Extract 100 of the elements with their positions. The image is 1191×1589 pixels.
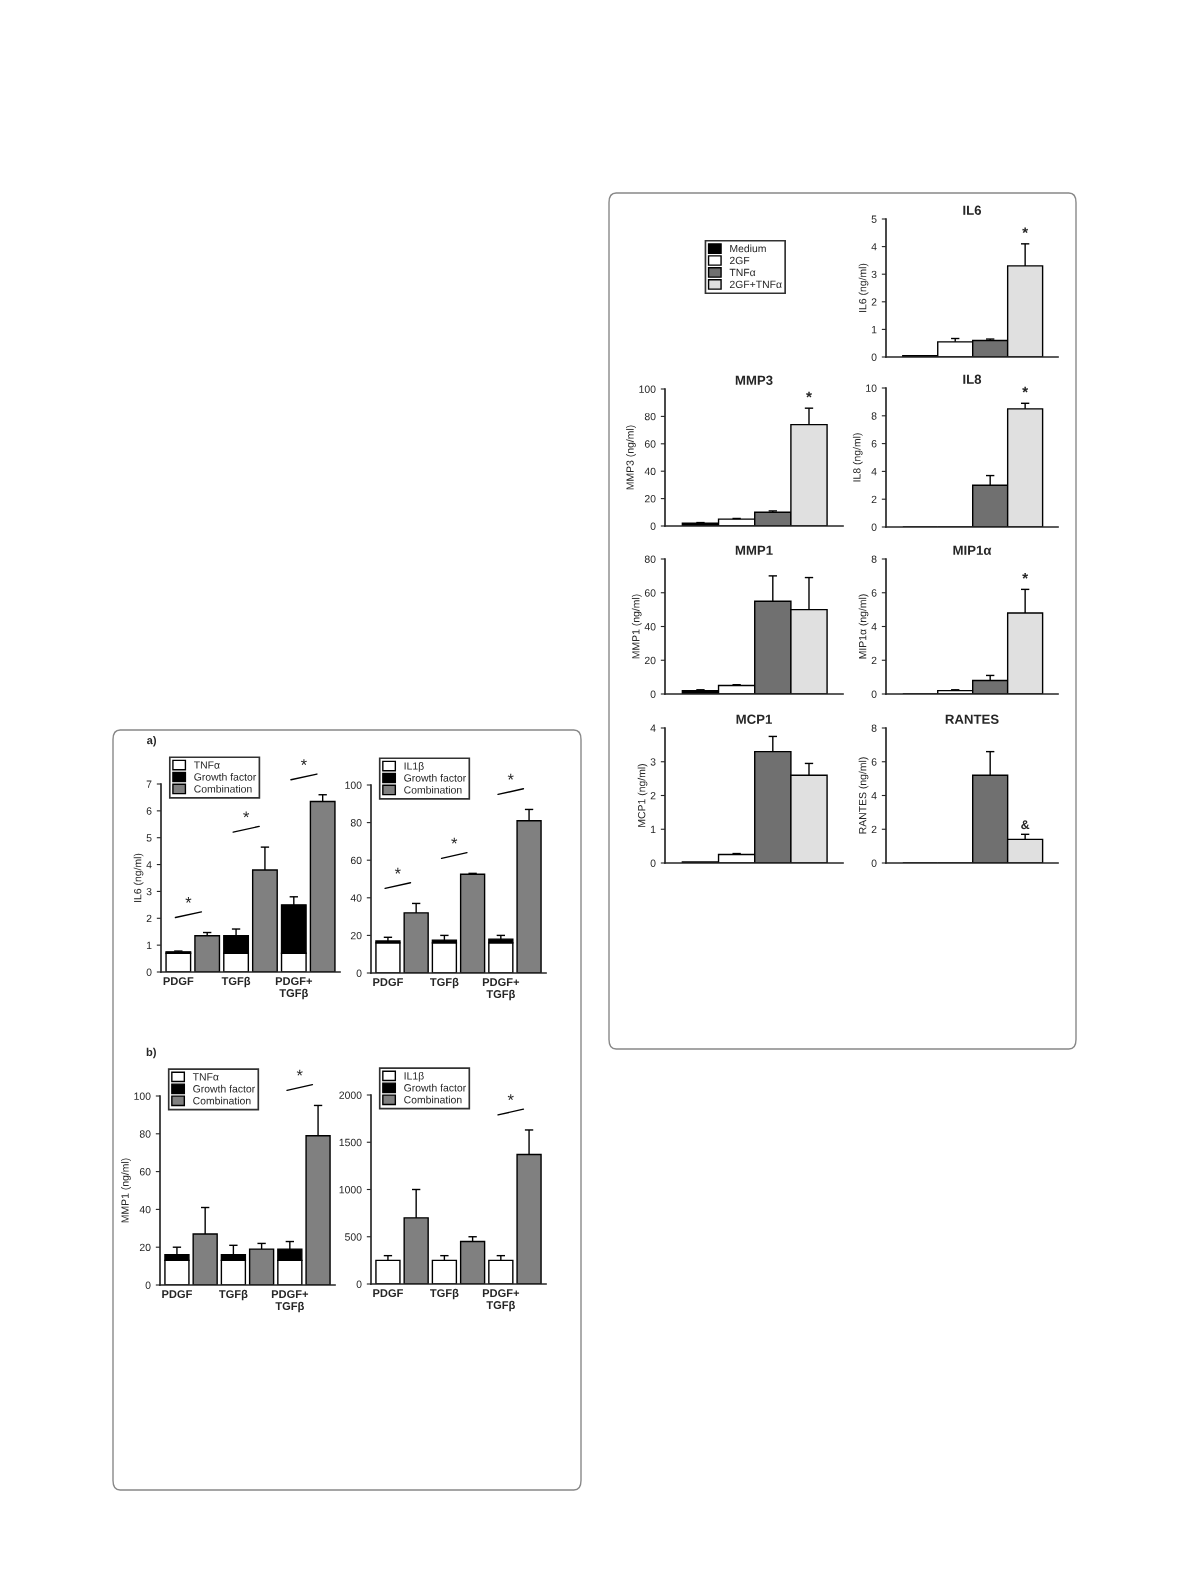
y-tick-label: 4 (871, 623, 877, 631)
y-tick-label: 0 (146, 968, 152, 976)
y-tick-label: 0 (356, 1280, 362, 1288)
legend-label: IL1β (404, 1071, 424, 1082)
y-tick-label: 60 (139, 1168, 151, 1176)
chart-title: MMP3 (735, 375, 773, 385)
y-tick-label: 80 (139, 1130, 151, 1138)
x-tick-label: PDGF+ TGFβ (482, 1289, 520, 1312)
legend-label: Combination (404, 785, 462, 794)
annotation: * (394, 867, 401, 874)
annotation: * (1022, 227, 1029, 234)
y-tick-label: 2 (871, 825, 877, 834)
legend-label: Growth factor (404, 1083, 467, 1092)
y-tick-label: 3 (146, 887, 152, 896)
y-tick-label: 80 (644, 555, 656, 563)
y-tick-label: 0 (871, 859, 877, 867)
y-axis-title: MMP1 (ng/ml) (631, 594, 642, 659)
y-tick-label: 6 (871, 758, 877, 766)
annotation: * (243, 811, 250, 818)
legend-label: 2GF+TNFα (729, 280, 782, 289)
y-tick-label: 7 (146, 780, 152, 788)
legend-label: Combination (194, 784, 252, 793)
y-tick-label: 10 (866, 384, 877, 392)
y-tick-label: 60 (644, 440, 656, 448)
y-tick-label: 4 (146, 861, 152, 869)
annotation: * (185, 896, 192, 903)
y-axis-title: MCP1 (ng/ml) (637, 764, 648, 827)
chart-title: IL8 (963, 374, 982, 384)
x-tick-label: TGFβ (221, 976, 251, 988)
y-tick-label: 0 (145, 1281, 151, 1289)
annotation: * (1022, 572, 1029, 579)
x-tick-label: PDGF (162, 1290, 192, 1299)
y-tick-label: 100 (134, 1092, 151, 1100)
y-tick-label: 4 (650, 724, 656, 732)
x-tick-label: TGFβ (219, 1289, 248, 1301)
y-tick-label: 60 (350, 856, 362, 865)
y-tick-label: 20 (644, 656, 656, 665)
x-tick-label: PDGF (163, 977, 194, 986)
x-tick-label: PDGF (373, 978, 403, 987)
y-tick-label: 8 (871, 724, 877, 732)
y-tick-label: 1 (650, 825, 656, 834)
y-tick-label: 4 (871, 792, 877, 800)
y-tick-label: 80 (350, 819, 362, 827)
y-tick-label: 20 (350, 931, 362, 940)
y-tick-label: 20 (139, 1243, 151, 1252)
y-tick-label: 0 (650, 522, 656, 530)
y-axis-title: MIP1α (ng/ml) (858, 594, 869, 659)
chart-title: MIP1α (953, 545, 992, 555)
y-tick-label: 80 (644, 412, 656, 421)
annotation: * (806, 391, 812, 398)
y-tick-label: 40 (139, 1205, 151, 1214)
legend-label: 2GF (729, 256, 750, 265)
x-tick-label: TGFβ (430, 1288, 459, 1300)
legend-label: IL1β (404, 762, 424, 772)
chart-title: MCP1 (736, 714, 772, 724)
y-tick-label: 0 (650, 690, 656, 698)
y-tick-label: 40 (644, 623, 656, 631)
x-tick-label: TGFβ (430, 977, 459, 989)
text: * (507, 773, 514, 780)
y-tick-label: 2 (650, 792, 656, 800)
y-tick-label: 100 (639, 385, 656, 393)
text: * (296, 1069, 303, 1076)
legend-label: Medium (730, 244, 766, 253)
annotation: * (451, 837, 458, 844)
y-tick-label: 3 (871, 270, 877, 279)
x-tick-label: PDGF (373, 1289, 403, 1298)
y-tick-label: 2 (871, 495, 877, 503)
y-tick-label: 0 (871, 353, 877, 361)
y-tick-label: 0 (871, 690, 877, 698)
x-tick-label: PDGF+ TGFβ (271, 1290, 309, 1313)
legend-label: Combination (404, 1095, 462, 1104)
annotation: * (507, 1094, 514, 1101)
y-tick-label: 6 (871, 440, 877, 448)
y-tick-label: 20 (644, 495, 656, 503)
legend-label: Combination (193, 1096, 251, 1105)
chart-title: IL6 (963, 205, 982, 215)
y-tick-label: 1000 (339, 1186, 362, 1194)
legend-label: TNFα (192, 1073, 219, 1081)
legend-label: TNFα (193, 761, 220, 769)
y-tick-label: 1500 (339, 1138, 362, 1147)
chart-title: RANTES (945, 714, 999, 724)
legend-label: Growth factor (404, 774, 467, 782)
legend-label: Growth factor (193, 1084, 256, 1093)
x-tick-label: PDGF+ TGFβ (275, 977, 313, 1000)
y-tick-label: 2 (871, 656, 877, 665)
y-tick-label: 6 (146, 807, 152, 815)
y-tick-label: 8 (871, 555, 877, 563)
y-tick-label: 8 (871, 412, 877, 420)
y-axis-title: MMP1 (ng/ml) (121, 1158, 131, 1223)
y-tick-label: 60 (644, 589, 656, 597)
x-tick-label: PDGF+ TGFβ (482, 978, 520, 1001)
y-axis-title: IL6 (ng/ml) (133, 853, 144, 902)
y-tick-label: 1 (146, 941, 152, 949)
chart-title: MMP1 (735, 545, 773, 555)
y-tick-label: 100 (345, 781, 362, 789)
y-tick-label: 5 (871, 215, 877, 223)
y-axis-title: MMP3 (ng/ml) (626, 425, 636, 490)
legend-label: Growth factor (194, 773, 257, 781)
y-tick-label: 40 (644, 467, 656, 476)
y-tick-label: 1 (871, 326, 877, 334)
